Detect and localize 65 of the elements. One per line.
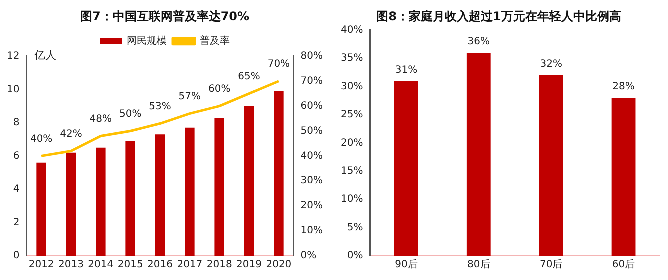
y-tick-label: 10 [6,84,20,96]
data-label: 42% [60,128,82,140]
y-tick-label: 6 [13,150,20,162]
data-label: 28% [612,82,635,93]
y-tick-label: 10% [340,194,364,206]
y-tick-label: 8 [13,118,20,129]
x-tick-label: 70后 [540,258,563,271]
legend-label: 网民规模 [127,34,167,47]
y-tick-label: 4 [13,184,20,196]
y-tick-label: 2 [13,217,20,228]
bar [96,148,106,256]
bar [66,152,76,256]
x-tick-label: 2017 [177,260,203,271]
bar [185,128,195,256]
bar [214,118,224,256]
x-tick-label: 2020 [266,260,292,271]
bar [155,134,166,256]
data-label: 48% [90,114,112,125]
data-label: 70% [268,58,290,70]
y-tick-label: 30% [340,81,364,92]
y-axis-title: 亿人 [34,48,57,62]
data-label: 53% [149,101,172,112]
y2-tick-label: 40% [300,150,324,162]
data-label: 50% [119,108,142,120]
y2-tick-label: 70% [300,76,324,87]
y2-tick-label: 20% [300,200,324,212]
bar [126,141,136,256]
y-tick-label: 0% [347,250,364,262]
x-tick-label: 2019 [236,260,262,271]
data-label: 65% [238,71,260,82]
x-tick-label: 2015 [118,260,144,271]
legend-label: 普及率 [200,34,230,47]
data-label: 36% [468,36,490,48]
data-label: 57% [178,91,202,102]
y-tick-label: 20% [340,138,364,149]
bar [274,91,284,256]
chart-title: 图8：家庭月收入超过1万元在年轻人中比例高 [376,9,622,24]
x-tick-label: 2013 [58,260,84,271]
y-tick-label: 12 [6,50,20,62]
x-tick-label: 2014 [88,260,114,271]
y2-tick-label: 60% [300,100,324,112]
bar [244,106,254,256]
y-tick-label: 0 [13,250,20,262]
x-tick-label: 80后 [468,258,490,271]
y2-tick-label: 80% [300,50,324,62]
y-tick-label: 15% [340,166,364,177]
y2-tick-label: 10% [300,226,324,237]
data-label: 40% [30,134,53,145]
data-label: 60% [208,84,231,95]
y-tick-label: 25% [340,110,364,121]
x-tick-label: 2012 [28,260,54,271]
y-tick-label: 5% [347,222,364,234]
data-label: 31% [395,64,418,76]
chart-title: 图7：中国互联网普及率达70% [80,9,250,24]
y-tick-label: 35% [340,53,364,64]
y2-tick-label: 30% [300,176,324,187]
x-tick-label: 2018 [206,260,232,271]
bar [36,162,46,256]
y2-tick-label: 50% [300,126,324,137]
data-label: 32% [540,59,562,70]
x-tick-label: 2016 [148,260,173,271]
x-tick-label: 60后 [612,258,636,271]
x-tick-label: 90后 [395,258,418,271]
y-tick-label: 40% [340,24,364,36]
y2-tick-label: 0% [300,250,317,262]
